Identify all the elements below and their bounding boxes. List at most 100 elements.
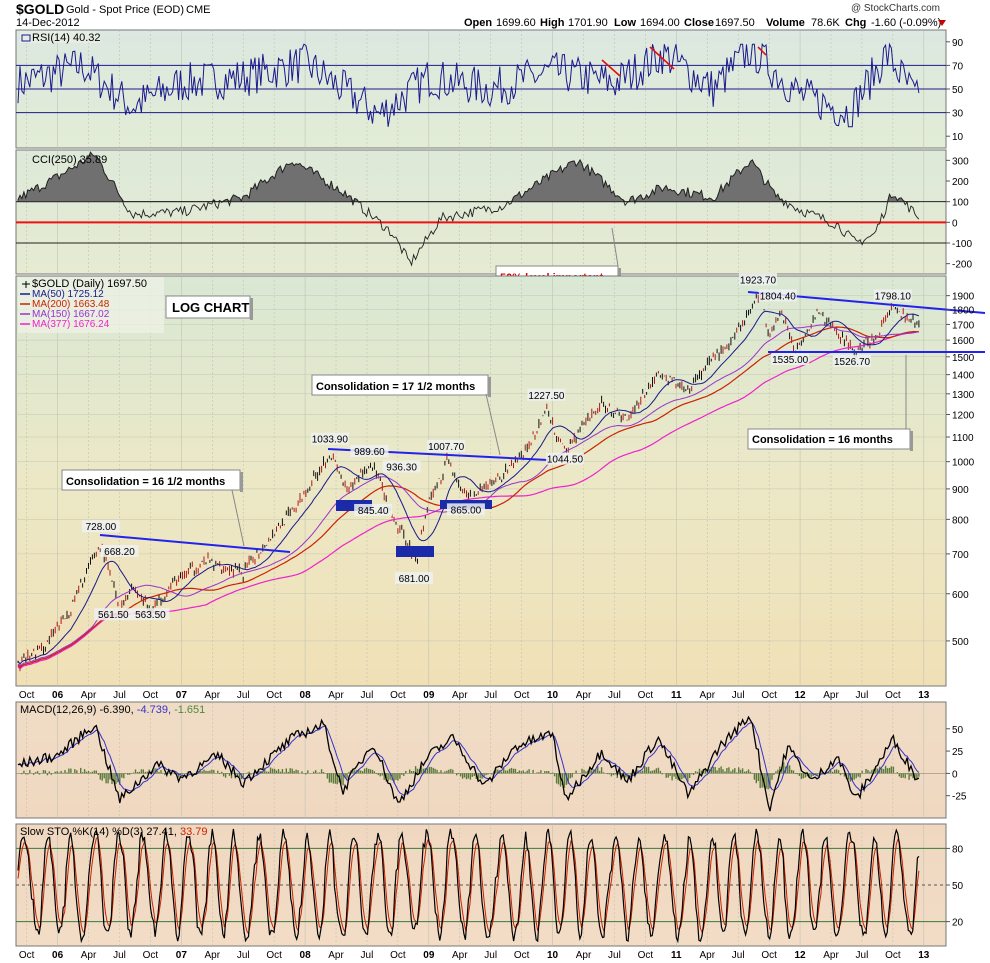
y-tick-label: -200 bbox=[952, 260, 972, 271]
x-tick-label: 10 bbox=[547, 950, 559, 961]
y-tick-label: 50 bbox=[952, 85, 964, 96]
y-tick-label: 1900 bbox=[952, 292, 975, 303]
y-tick-label: 25 bbox=[952, 747, 964, 758]
x-tick-label: 11 bbox=[671, 690, 682, 701]
price-label-bg bbox=[310, 432, 349, 445]
y-tick-label: 0 bbox=[952, 769, 958, 780]
log-chart-label: LOG CHART bbox=[165, 295, 253, 320]
x-tick-label: Apr bbox=[576, 690, 592, 701]
price-label: 989.60 bbox=[354, 447, 385, 458]
price-label: 1923.70 bbox=[740, 275, 777, 286]
price-label-bg bbox=[94, 608, 133, 621]
x-tick-label: Jul bbox=[732, 950, 745, 961]
price-label-bg bbox=[545, 452, 584, 465]
y-tick-label: -100 bbox=[952, 239, 972, 250]
y-tick-label: 90 bbox=[952, 38, 964, 49]
y-tick-label: 10 bbox=[952, 132, 964, 143]
stochastic-k-line bbox=[17, 828, 920, 944]
x-tick-label: Jul bbox=[237, 950, 250, 961]
x-tick-label: Apr bbox=[576, 950, 592, 961]
x-tick-label: Jul bbox=[856, 950, 869, 961]
svg-text:Consolidation = 17 1/2 months: Consolidation = 17 1/2 months bbox=[316, 381, 475, 393]
svg-text:1694.00: 1694.00 bbox=[640, 17, 680, 29]
symbol-exchange: CME bbox=[186, 4, 210, 16]
chart-date: 14-Dec-2012 bbox=[16, 17, 80, 29]
price-label-bg bbox=[771, 353, 810, 366]
price-label-bg bbox=[873, 289, 912, 302]
x-tick-label: Oct bbox=[143, 950, 159, 961]
y-tick-label: 1800 bbox=[952, 306, 975, 317]
quote-bar: Open 1699.60 High 1701.90 Low 1694.00 Cl… bbox=[464, 17, 946, 29]
y-tick-label: 30 bbox=[952, 109, 964, 120]
svg-text:1699.60: 1699.60 bbox=[496, 17, 536, 29]
x-tick-label: Jul bbox=[361, 950, 374, 961]
down-triangle-icon bbox=[938, 20, 946, 26]
x-tick-label: Oct bbox=[390, 950, 406, 961]
price-label: 668.20 bbox=[104, 547, 135, 558]
chart-header: $GOLD Gold - Spot Price (EOD) CME 14-Dec… bbox=[16, 1, 946, 29]
price-label: 865.00 bbox=[451, 505, 482, 516]
x-tick-label: 09 bbox=[423, 950, 435, 961]
x-tick-label: Oct bbox=[885, 950, 901, 961]
price-label: 563.50 bbox=[135, 610, 166, 621]
x-axis-bottom: Oct 06 Apr Jul Oct 07 Apr Jul Oct 08 Apr Jul Oct 09 Ap… bbox=[19, 950, 930, 961]
cci-line bbox=[17, 151, 920, 267]
legend-entry: MA(377) 1676.24 bbox=[32, 319, 110, 330]
svg-text:78.6K: 78.6K bbox=[811, 17, 840, 29]
legend-entry: MA(50) 1725.12 bbox=[32, 289, 104, 300]
y-tick-label: 600 bbox=[952, 590, 969, 601]
price-label: 1227.50 bbox=[528, 391, 565, 402]
rsi-line bbox=[17, 42, 920, 128]
y-tick-label: 70 bbox=[952, 61, 964, 72]
price-label-bg bbox=[354, 503, 393, 516]
x-tick-label: Oct bbox=[266, 950, 282, 961]
price-label-bg bbox=[100, 544, 139, 557]
stochastic-panel: Slow STO %K(14) %D(3) 27.41, 33.79 80 50 2… bbox=[15, 823, 964, 947]
y-tick-label: -25 bbox=[952, 792, 967, 803]
x-tick-label: 11 bbox=[671, 950, 682, 961]
x-tick-label: Oct bbox=[638, 690, 654, 701]
price-label-bg bbox=[382, 460, 421, 473]
x-tick-label: Oct bbox=[514, 950, 530, 961]
price-label: 681.00 bbox=[399, 574, 430, 585]
y-tick-label: 50 bbox=[952, 881, 964, 892]
y-tick-label: 0 bbox=[952, 218, 958, 229]
macd-signal-line bbox=[17, 722, 920, 796]
svg-text:Consolidation = 16 months: Consolidation = 16 months bbox=[752, 434, 893, 446]
x-tick-label: Oct bbox=[19, 690, 35, 701]
x-tick-label: 10 bbox=[547, 690, 559, 701]
macd-panel: MACD(12,26,9) -6.390, -4.739, -1.651 50 2… bbox=[15, 701, 967, 819]
x-tick-label: Oct bbox=[390, 690, 406, 701]
y-tick-label: 300 bbox=[952, 156, 969, 167]
watermark: @ StockCharts.com bbox=[851, 3, 940, 14]
y-tick-label: 1400 bbox=[952, 371, 975, 382]
x-tick-label: 07 bbox=[176, 950, 188, 961]
x-tick-label: 07 bbox=[176, 690, 188, 701]
rsi-legend: RSI(14) 40.32 bbox=[32, 32, 100, 44]
x-tick-label: Oct bbox=[143, 690, 159, 701]
price-label: 561.50 bbox=[98, 610, 129, 621]
x-tick-label: Apr bbox=[823, 690, 839, 701]
x-axis-main: Oct 06 Apr Jul Oct 07 Apr Jul Oct 08 Apr Jul Oct 09 Ap… bbox=[19, 690, 930, 701]
price-legend: $GOLD (Daily) 1697.50 bbox=[32, 278, 147, 290]
price-label-bg bbox=[81, 520, 120, 533]
svg-text:1697.50: 1697.50 bbox=[715, 17, 755, 29]
x-tick-label: Jul bbox=[113, 690, 126, 701]
annotation-consolidation-3: Consolidation = 16 months bbox=[747, 355, 913, 451]
y-tick-label: 100 bbox=[952, 198, 969, 209]
x-tick-label: Jul bbox=[484, 690, 497, 701]
price-label: 1044.50 bbox=[547, 455, 584, 466]
rsi-legend-icon bbox=[21, 34, 31, 42]
y-tick-label: 900 bbox=[952, 485, 969, 496]
x-tick-label: Apr bbox=[699, 690, 715, 701]
price-label-bg bbox=[527, 388, 566, 401]
price-label-bg bbox=[446, 503, 485, 516]
price-panel: 728.00 668.20 561.50 563.50 1033.90 989.60936… bbox=[15, 273, 986, 687]
price-label: 1007.70 bbox=[428, 442, 465, 453]
macd-line bbox=[17, 715, 920, 812]
x-tick-label: 09 bbox=[423, 690, 435, 701]
symbol-description: Gold - Spot Price (EOD) bbox=[66, 4, 184, 16]
x-tick-label: Apr bbox=[452, 690, 468, 701]
x-tick-label: Oct bbox=[266, 690, 282, 701]
price-label: 1526.70 bbox=[834, 357, 871, 368]
